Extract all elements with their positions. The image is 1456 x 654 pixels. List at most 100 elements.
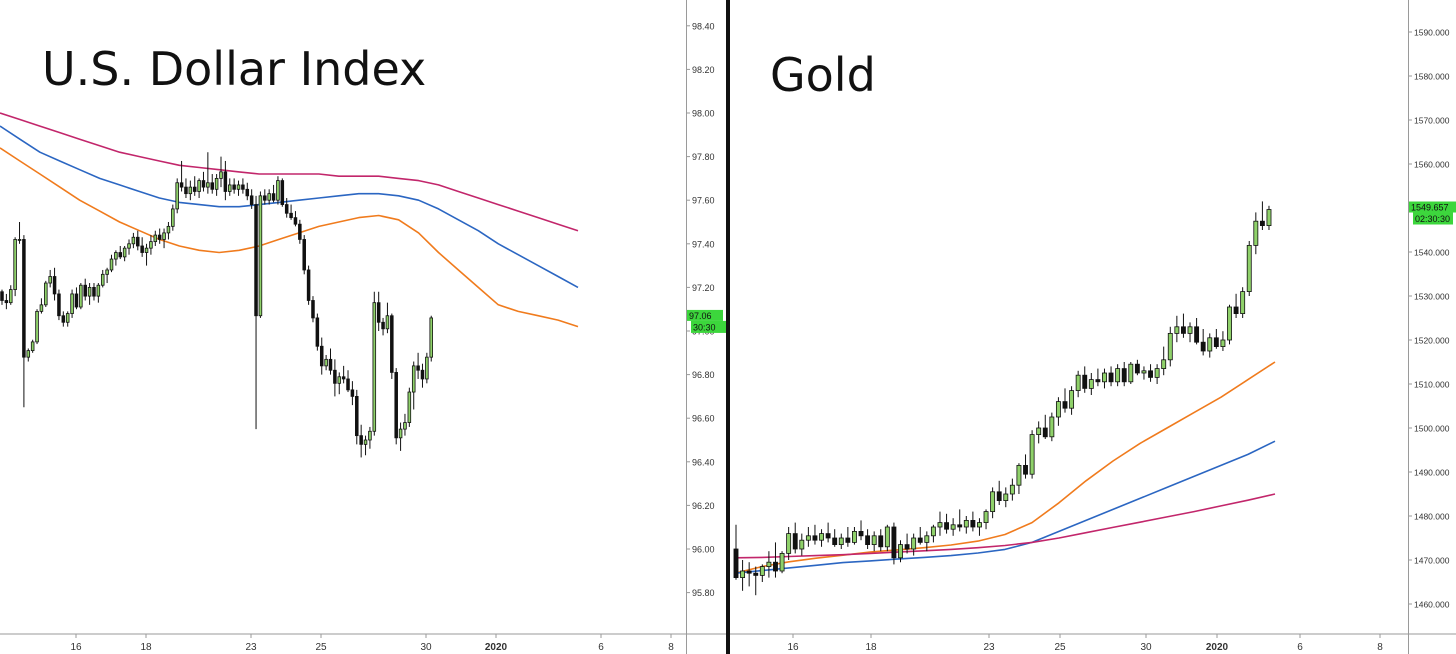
candle[interactable]: [162, 228, 166, 249]
candle[interactable]: [328, 348, 333, 375]
candle[interactable]: [184, 178, 188, 199]
candle[interactable]: [1246, 241, 1252, 296]
candle[interactable]: [8, 285, 13, 305]
candle[interactable]: [188, 180, 193, 201]
candle[interactable]: [411, 361, 416, 410]
candle[interactable]: [970, 511, 976, 532]
candle[interactable]: [812, 524, 818, 545]
candle[interactable]: [425, 352, 429, 384]
candle[interactable]: [1062, 388, 1068, 413]
candle[interactable]: [1134, 359, 1140, 376]
candle[interactable]: [157, 228, 162, 244]
candle[interactable]: [319, 337, 324, 375]
candle[interactable]: [87, 283, 92, 305]
candle[interactable]: [355, 389, 359, 445]
candle[interactable]: [26, 348, 31, 362]
candle[interactable]: [1174, 315, 1180, 343]
gold-chart[interactable]: 16 18 23 25 30 2020 6 8 1590.000 1580.000 1570.000…: [730, 0, 1456, 654]
candle[interactable]: [311, 296, 315, 323]
candle[interactable]: [740, 560, 746, 591]
candle[interactable]: [350, 381, 355, 406]
candle[interactable]: [65, 311, 70, 327]
candle[interactable]: [245, 182, 250, 201]
candle[interactable]: [838, 533, 844, 549]
candle[interactable]: [1181, 313, 1186, 338]
candle[interactable]: [4, 293, 9, 310]
candle[interactable]: [206, 152, 210, 194]
candle[interactable]: [1128, 362, 1134, 384]
candle[interactable]: [197, 178, 201, 199]
candle[interactable]: [30, 339, 35, 353]
candle[interactable]: [22, 235, 26, 408]
candle[interactable]: [232, 178, 236, 194]
candle[interactable]: [1259, 201, 1265, 230]
candle[interactable]: [1075, 370, 1081, 398]
candle[interactable]: [214, 174, 219, 196]
candle[interactable]: [1161, 346, 1167, 376]
candle[interactable]: [258, 191, 263, 318]
candle[interactable]: [381, 317, 385, 336]
candle[interactable]: [166, 222, 171, 240]
candle[interactable]: [359, 424, 363, 458]
candle[interactable]: [118, 245, 123, 260]
candle[interactable]: [904, 533, 910, 554]
candle[interactable]: [825, 522, 831, 543]
candle[interactable]: [249, 189, 254, 209]
candle[interactable]: [1055, 397, 1061, 426]
candle[interactable]: [44, 280, 48, 308]
candle[interactable]: [223, 160, 228, 201]
candle[interactable]: [1167, 326, 1173, 367]
candle[interactable]: [276, 176, 280, 205]
candle[interactable]: [1036, 421, 1042, 444]
candle[interactable]: [74, 287, 79, 310]
candle[interactable]: [937, 511, 943, 536]
candle[interactable]: [950, 518, 956, 536]
candle[interactable]: [766, 551, 772, 578]
candle[interactable]: [1240, 287, 1246, 318]
candle[interactable]: [241, 178, 245, 194]
candle[interactable]: [957, 509, 963, 532]
candle[interactable]: [324, 354, 328, 371]
candle[interactable]: [201, 171, 206, 192]
candle[interactable]: [845, 527, 851, 547]
candle[interactable]: [136, 230, 140, 251]
candle[interactable]: [363, 435, 368, 456]
candle[interactable]: [1023, 454, 1028, 479]
candle[interactable]: [924, 531, 930, 552]
candle[interactable]: [878, 529, 884, 552]
candle[interactable]: [122, 245, 127, 262]
candle[interactable]: [306, 265, 311, 305]
candle[interactable]: [1016, 463, 1022, 494]
candle[interactable]: [398, 422, 403, 451]
candle[interactable]: [799, 533, 805, 556]
candle[interactable]: [13, 237, 17, 297]
candle[interactable]: [917, 527, 923, 545]
candle[interactable]: [61, 311, 66, 327]
candle[interactable]: [315, 313, 320, 351]
candle[interactable]: [746, 562, 752, 587]
candle[interactable]: [1049, 412, 1055, 442]
candle[interactable]: [944, 513, 950, 534]
candle[interactable]: [96, 283, 101, 303]
candle[interactable]: [17, 222, 22, 244]
candle[interactable]: [263, 189, 267, 205]
candle[interactable]: [175, 178, 179, 214]
candle[interactable]: [773, 542, 778, 578]
candle[interactable]: [733, 524, 739, 580]
candle[interactable]: [786, 527, 792, 560]
candle[interactable]: [1115, 364, 1121, 387]
candle[interactable]: [891, 522, 897, 565]
candle[interactable]: [280, 178, 285, 207]
candle[interactable]: [48, 269, 52, 288]
candle[interactable]: [368, 426, 372, 449]
candle[interactable]: [792, 522, 798, 554]
candle[interactable]: [210, 174, 215, 194]
candle[interactable]: [1095, 368, 1101, 387]
candle[interactable]: [1253, 212, 1259, 255]
candle[interactable]: [996, 480, 1002, 505]
candle[interactable]: [805, 527, 811, 547]
candle[interactable]: [990, 487, 996, 519]
candle[interactable]: [149, 235, 153, 255]
candle[interactable]: [83, 278, 87, 301]
candle[interactable]: [1141, 366, 1147, 380]
